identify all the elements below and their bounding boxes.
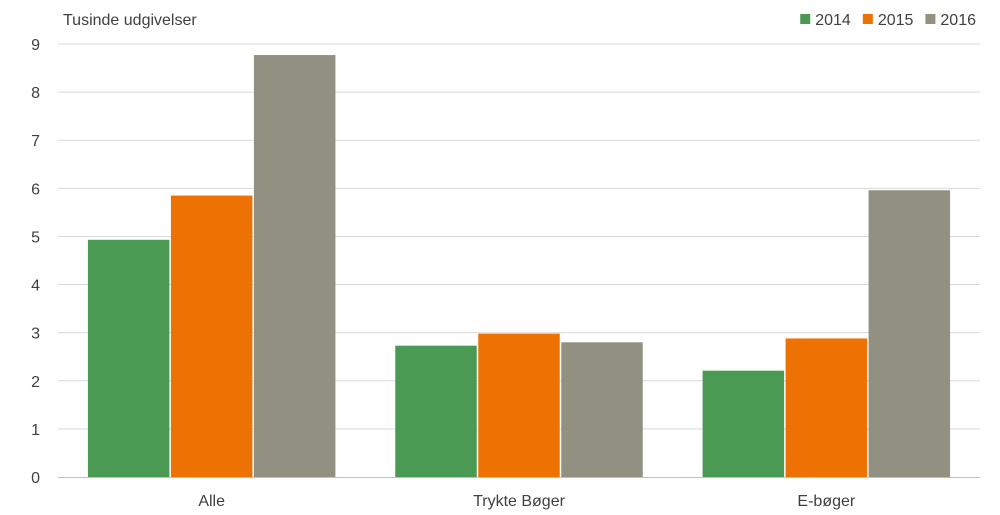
bar-2016-alle <box>253 55 336 478</box>
x-category-label: E-bøger <box>797 493 855 510</box>
legend-swatch-2014 <box>800 14 811 24</box>
bars <box>87 55 951 478</box>
legend-label-2015: 2015 <box>878 12 914 29</box>
bar-2015-trykte-bøger <box>478 333 560 477</box>
y-tick-label: 2 <box>31 374 40 391</box>
legend: 2014 2015 2016 <box>800 12 976 29</box>
y-tick-label: 0 <box>31 470 40 487</box>
y-unit-label: Tusinde udgivelser <box>63 12 197 29</box>
bar-2016-trykte-bøger <box>561 342 643 477</box>
y-tick-label: 8 <box>31 85 40 102</box>
bar-2016-e-bøger <box>868 190 951 477</box>
bar-2014-alle <box>87 239 170 477</box>
x-axis-category-labels: Alle Trykte Bøger E-bøger <box>198 493 856 510</box>
legend-label-2014: 2014 <box>815 12 851 29</box>
bar-2014-e-bøger <box>702 370 785 477</box>
x-category-label: Alle <box>198 493 225 510</box>
y-tick-label: 5 <box>31 229 40 246</box>
legend-swatch-2016 <box>925 14 936 24</box>
y-tick-label: 6 <box>31 181 40 198</box>
y-tick-label: 3 <box>31 326 40 343</box>
bar-2015-e-bøger <box>785 338 868 477</box>
legend-label-2016: 2016 <box>940 12 976 29</box>
bar-2015-alle <box>170 195 253 478</box>
legend-swatch-2015 <box>862 14 873 24</box>
y-tick-label: 1 <box>31 422 40 439</box>
y-tick-label: 7 <box>31 133 40 150</box>
bar-2014-trykte-bøger <box>395 345 477 477</box>
y-axis-ticks: 0 1 2 3 4 5 6 7 8 9 <box>31 37 40 487</box>
y-tick-label: 4 <box>31 278 40 295</box>
x-category-label: Trykte Bøger <box>473 493 566 510</box>
y-tick-label: 9 <box>31 37 40 54</box>
